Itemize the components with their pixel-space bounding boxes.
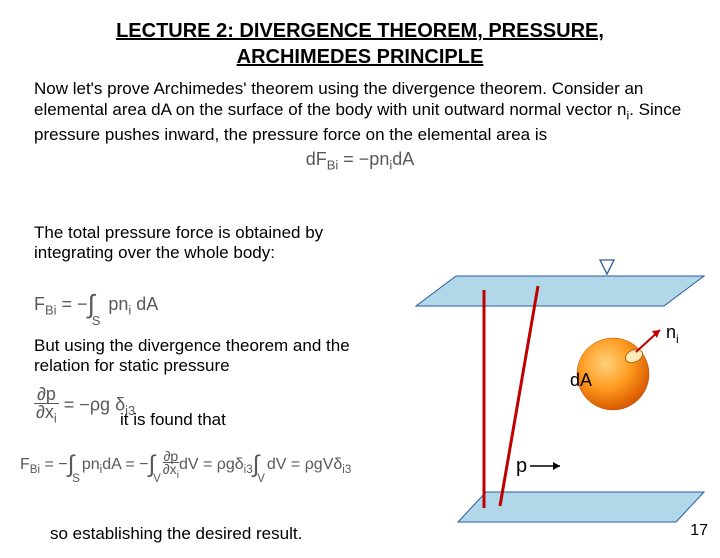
lecture-title: LECTURE 2: DIVERGENCE THEOREM, PRESSURE,… [60,18,660,70]
eq1-sub: Bi [327,158,339,173]
eq1-tail: dA [392,149,414,169]
intro-paragraph: Now let's prove Archimedes' theorem usin… [34,78,686,145]
title-line-1: LECTURE 2: DIVERGENCE THEOREM, PRESSURE, [116,20,604,42]
title-line-2: ARCHIMEDES PRINCIPLE [237,46,484,68]
page-number: 17 [690,522,708,540]
p-arrowhead-icon [553,462,560,470]
label-dA: dA [570,370,592,390]
archimedes-diagram: dA ni p [408,244,708,524]
eq1-lhs: dF [306,149,327,169]
paragraph-result: so establishing the desired result. [50,524,390,544]
equation-2: FBi = −∫S pni dA [34,286,158,318]
equation-1: dFBi = −pnidA [0,149,720,173]
top-surface [416,276,704,306]
bottom-surface [458,492,704,522]
label-ni: ni [666,322,679,346]
eq1-mid: = −pn [338,149,389,169]
label-p: p [516,455,527,477]
paragraph-found-that: it is found that [120,410,380,430]
free-surface-triangle-icon [600,260,614,274]
paragraph-total-force: The total pressure force is obtained by … [34,223,364,263]
intro-text-a: Now let's prove Archimedes' theorem usin… [34,79,643,119]
paragraph-div-theorem: But using the divergence theorem and the… [34,336,364,376]
